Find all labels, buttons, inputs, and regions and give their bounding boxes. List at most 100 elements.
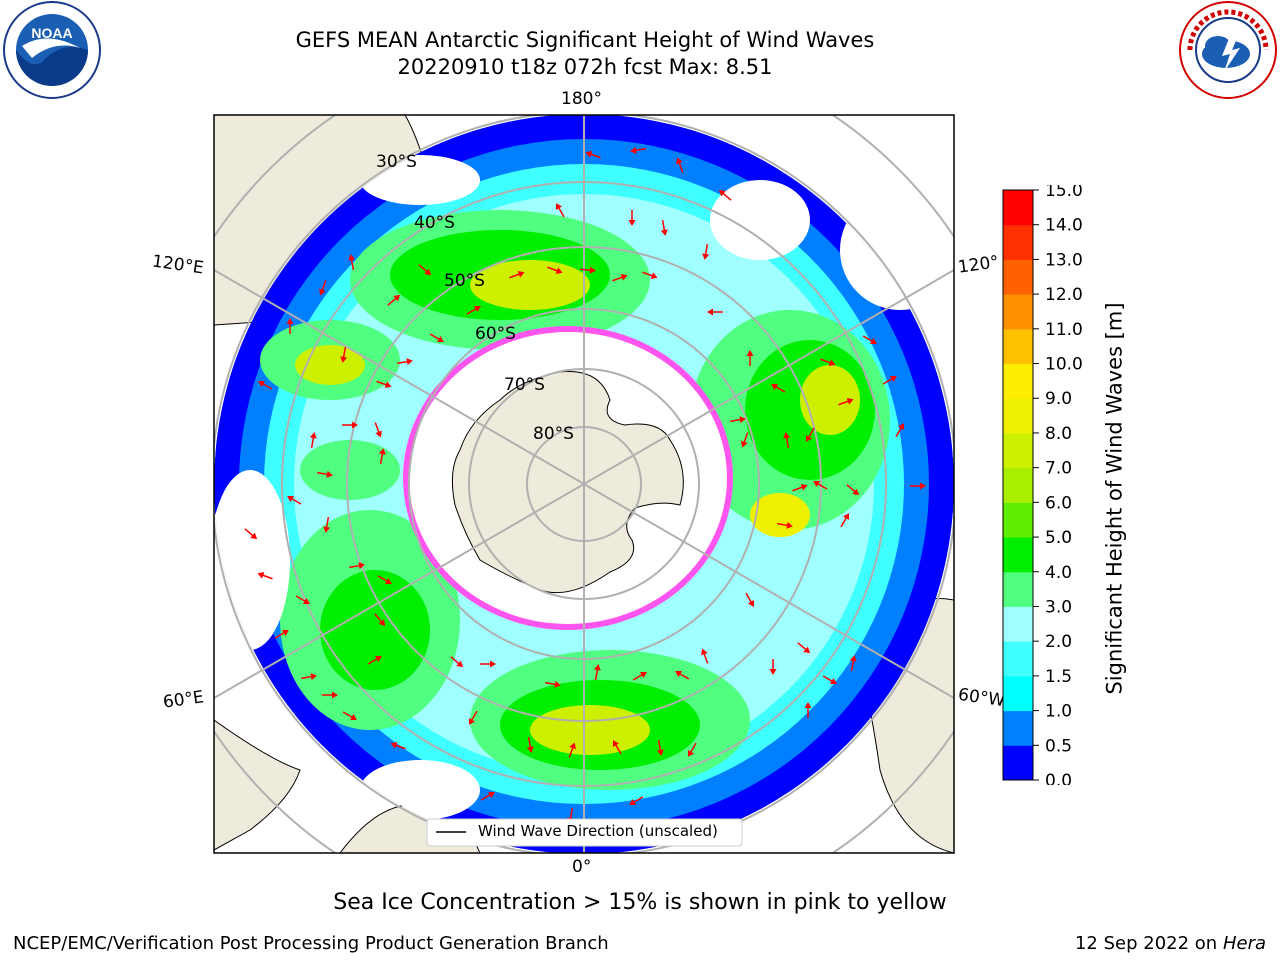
wind-arrow [783,432,791,449]
colorbar-segment [1003,294,1033,330]
colorbar-segment [1003,571,1033,607]
wind-arrow [300,673,317,681]
colorbar-tick-label: 5.0 [1045,528,1072,548]
colorbar-segment [1003,224,1033,260]
wind-arrow [702,243,710,260]
colorbar-tick-label: 3.0 [1045,597,1072,617]
wind-arrow [450,656,464,668]
wind-arrow [846,484,860,496]
wind-arrow [295,595,310,605]
colorbar-tick-label: 10.0 [1045,355,1083,375]
lat-label-50s: 50°S [444,271,485,291]
antarctica [451,371,684,594]
title-line-2: 20220910 t18z 072h fcst Max: 8.51 [397,55,773,79]
wind-arrow [628,210,636,226]
wind-arrow [612,740,622,755]
colorbar-frame [1002,189,1034,781]
wind-arrow [718,189,732,201]
wind-arrow [822,675,837,685]
colorbar-segment [1003,745,1033,781]
wind-arrow [813,480,828,490]
wind-arrow [319,280,327,296]
footer-host: Hera [1222,933,1266,954]
wind-arrow [687,742,697,757]
wind-arrow [701,648,709,664]
wind-arrow [745,592,755,607]
wind-arrow [707,308,723,316]
wind-arrow [244,528,258,540]
wind-arrow [769,659,777,675]
noaa-logo: NOAA [3,1,101,99]
colorbar-segment [1003,502,1033,538]
wind-arrow [257,572,273,580]
colorbar-tick-label: 7.0 [1045,459,1072,479]
wind-arrow [258,380,273,390]
wind-arrow [612,274,628,282]
colorbar-tick-label: 1.0 [1045,702,1072,722]
wind-arrow [544,680,561,688]
colorbar-tick-label: 9.0 [1045,389,1072,409]
wind-arrow [322,691,338,699]
wind-arrow [792,484,808,492]
wind-arrow [387,294,401,306]
wind-arrow [820,358,836,366]
wind-arrow [804,702,812,718]
wind-arrow [729,416,746,424]
wind-arrow [910,482,926,490]
svg-text:NOAA: NOAA [31,25,72,41]
colorbar-segment [1003,467,1033,503]
colorbar-tick-label: 0.0 [1045,771,1072,785]
wind-arrow [376,380,392,388]
wind-arrow [316,470,333,478]
wind-arrow [348,562,365,570]
colorbar-tick-label: 13.0 [1045,250,1083,270]
colorbar-segment [1003,363,1033,399]
footer-branch: NCEP/EMC/Verification Post Processing Pr… [13,933,609,954]
wind-arrow [805,427,815,442]
lat-label-60s: 60°S [475,324,516,344]
wind-arrow [746,350,754,366]
wind-arrow [286,318,294,334]
wind-arrows [244,146,926,824]
wind-arrow [660,219,668,236]
lon-label-0: 0° [572,857,592,877]
colorbar-tick-label: 1.5 [1045,667,1072,687]
wind-arrow [396,358,413,366]
title-line-1: GEFS MEAN Antarctic Significant Height o… [295,28,875,52]
wind-arrow [579,266,596,274]
wind-arrow [390,742,406,750]
wind-arrow [656,739,664,756]
footer-date: 12 Sep 2022 on Hera [1075,933,1266,954]
wind-arrow [838,398,854,406]
wind-arrow [274,629,289,639]
lat-label-80s: 80°S [533,424,574,444]
wind-arrow [593,664,601,681]
footer-date-text: 12 Sep 2022 on [1074,933,1218,954]
colorbar-segment [1003,675,1033,712]
legend-label: Wind Wave Direction (unscaled) [478,822,718,840]
wind-arrow [509,271,525,279]
lat-label-30s: 30°S [376,152,417,172]
wind-arrow [526,736,534,753]
colorbar-tick-label: 15.0 [1045,185,1083,201]
wind-arrow [309,432,317,449]
colorbar-segment [1003,606,1033,642]
colorbar-tick-label: 12.0 [1045,285,1083,305]
nws-logo [1179,1,1277,99]
colorbar-tick-label: 0.5 [1045,736,1072,756]
wind-arrow [378,448,386,465]
colorbar-tick-label: 2.0 [1045,632,1072,652]
wind-arrow [377,575,392,585]
map-legend [426,818,743,847]
wind-arrow [374,422,382,438]
sea-ice-note: Sea Ice Concentration > 15% is shown in … [333,890,947,915]
wind-arrow [632,671,647,681]
graticule [214,115,954,853]
wind-arrow [340,346,348,363]
colorbar-segment [1003,328,1033,365]
colorbar-segment [1003,398,1033,434]
colorbar-tick-label: 8.0 [1045,424,1072,444]
wind-arrow [468,710,478,725]
colorbar-segment [1003,190,1033,226]
map-frame [213,114,955,854]
